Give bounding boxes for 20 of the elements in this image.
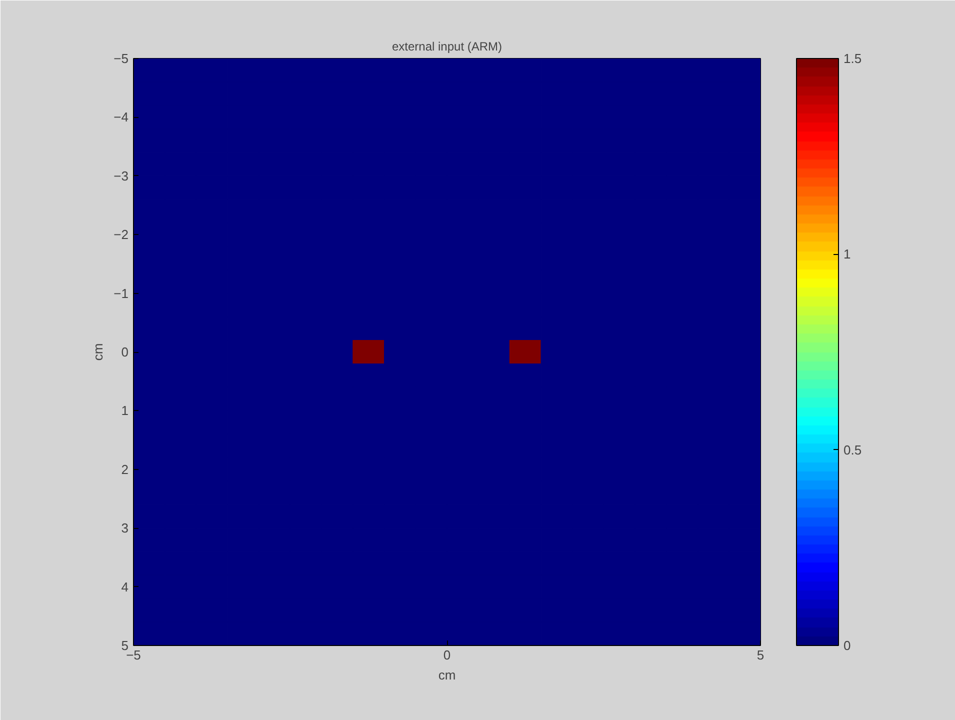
y-tick-label: −1 [114,286,129,301]
y-tick-label: −3 [114,168,129,184]
x-tick-label: 0 [443,648,451,662]
chart-title: external input (ARM) [392,40,502,54]
y-tick-label: 1 [121,403,129,418]
y-tick-label: 3 [121,520,129,536]
y-tick-label: 0 [121,344,129,360]
y-tick-label: 4 [121,579,129,594]
y-tick-label: −5 [114,51,129,66]
y-axis-title: cm [90,343,106,361]
color-bar-label: 0.5 [844,442,862,458]
x-axis-title: cm [438,668,456,682]
color-bar-label: 1.5 [844,51,862,66]
x-tick-label: 5 [756,648,764,662]
y-tick-label: 2 [121,462,129,477]
y-tick-label: −2 [114,227,129,242]
y-tick-label: −4 [114,110,129,125]
color-bar-label: 0 [844,638,851,653]
y-tick-label: 5 [121,638,129,653]
color-bar-label: 1 [844,246,851,262]
